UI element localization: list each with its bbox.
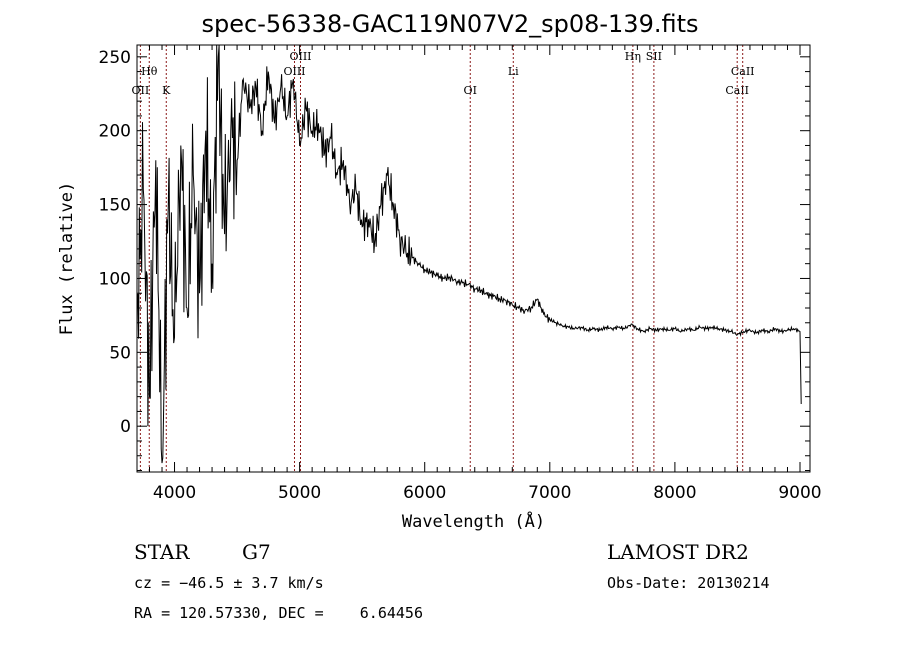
spectral-line-label: K bbox=[162, 84, 171, 97]
spectral-line-label: SII bbox=[646, 50, 662, 63]
spectral-line-label: CaII bbox=[731, 65, 755, 78]
x-tick-label: 9000 bbox=[778, 483, 821, 503]
x-tick-label: 4000 bbox=[153, 483, 196, 503]
x-tick-label: 6000 bbox=[403, 483, 446, 503]
y-tick-label: 250 bbox=[99, 48, 131, 68]
spectral-line-label: OII bbox=[132, 84, 150, 97]
spectral-line-label: OI bbox=[464, 84, 477, 97]
object-subclass: G7 bbox=[242, 540, 271, 564]
redshift-cz: cz = −46.5 ± 3.7 km/s bbox=[134, 574, 324, 592]
x-tick-label: 7000 bbox=[528, 483, 571, 503]
x-axis-label: Wavelength (Å) bbox=[402, 510, 545, 532]
spectral-line-label: Hη bbox=[625, 50, 641, 63]
x-tick-label: 5000 bbox=[278, 483, 321, 503]
y-tick-label: 0 bbox=[120, 417, 131, 437]
y-tick-label: 100 bbox=[99, 269, 131, 289]
spectral-line-label: Hθ bbox=[141, 65, 158, 78]
survey-name: LAMOST DR2 bbox=[607, 540, 749, 564]
y-tick-label: 150 bbox=[99, 196, 131, 216]
plot-frame bbox=[136, 44, 811, 473]
spectral-line-label: OIII bbox=[283, 65, 305, 78]
spectrum-line bbox=[136, 44, 802, 464]
ra-dec: RA = 120.57330, DEC = 6.64456 bbox=[134, 604, 423, 622]
spectral-line-label: CaII bbox=[725, 84, 749, 97]
x-tick-label: 8000 bbox=[653, 483, 696, 503]
object-class: STAR bbox=[134, 540, 190, 564]
obs-date: Obs-Date: 20130214 bbox=[607, 574, 770, 592]
y-tick-label: 50 bbox=[109, 343, 131, 363]
spectral-line-label: Li bbox=[508, 65, 519, 78]
y-tick-label: 200 bbox=[99, 122, 131, 142]
spectral-line-label: OIII bbox=[289, 50, 311, 63]
y-axis-label: Flux (relative) bbox=[57, 182, 77, 336]
chart-title: spec-56338-GAC119N07V2_sp08-139.fits bbox=[201, 10, 699, 38]
